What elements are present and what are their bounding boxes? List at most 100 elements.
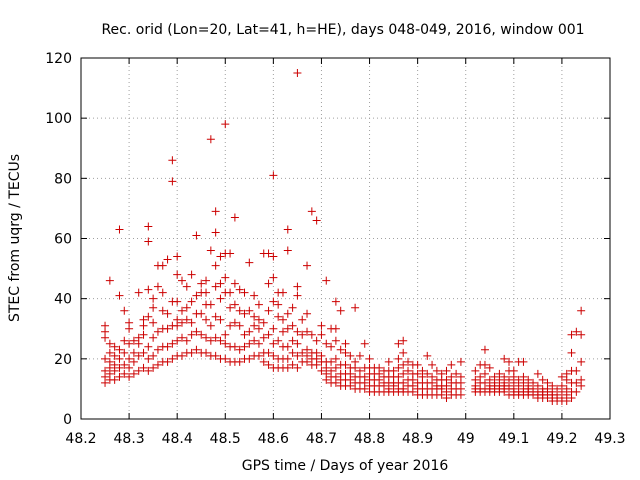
data-point	[125, 318, 134, 327]
data-point	[177, 276, 186, 285]
x-tick-label: 48.2	[65, 431, 96, 447]
data-point	[269, 339, 278, 348]
data-point	[221, 330, 230, 339]
data-point	[245, 339, 254, 348]
data-point	[187, 330, 196, 339]
data-point	[312, 336, 321, 345]
chart-title: Rec. orid (Lon=20, Lat=41, h=HE), days 0…	[101, 22, 584, 38]
x-tick-label: 48.4	[162, 431, 193, 447]
data-point	[139, 330, 148, 339]
data-point	[413, 369, 422, 378]
data-point	[230, 318, 239, 327]
data-point	[505, 357, 514, 366]
data-point	[182, 315, 191, 324]
x-tick-label: 49.2	[546, 431, 577, 447]
data-point	[307, 330, 316, 339]
data-point	[283, 342, 292, 351]
data-point	[206, 336, 215, 345]
data-point	[115, 354, 124, 363]
data-point	[346, 351, 355, 360]
data-point	[259, 357, 268, 366]
y-tick-label: 80	[54, 171, 72, 187]
data-point	[216, 315, 225, 324]
data-point	[500, 354, 509, 363]
data-point	[115, 345, 124, 354]
data-point	[182, 303, 191, 312]
x-tick-label: 48.8	[354, 431, 385, 447]
data-point	[480, 378, 489, 387]
data-point	[226, 288, 235, 297]
y-axis-label: STEC from uqrg / TECUs	[7, 154, 23, 322]
x-tick-label: 49.3	[594, 431, 625, 447]
data-point	[312, 348, 321, 357]
plot-frame	[80, 57, 611, 420]
data-point	[245, 306, 254, 315]
data-point	[197, 279, 206, 288]
data-point	[278, 315, 287, 324]
data-point	[173, 336, 182, 345]
data-point	[394, 354, 403, 363]
data-point	[533, 381, 542, 390]
data-point	[336, 345, 345, 354]
data-point	[360, 372, 369, 381]
data-point	[355, 351, 364, 360]
data-point	[577, 357, 586, 366]
data-point	[211, 312, 220, 321]
data-points	[101, 69, 586, 405]
data-point	[173, 297, 182, 306]
data-point	[177, 318, 186, 327]
data-point	[245, 354, 254, 363]
data-point	[322, 339, 331, 348]
data-point	[548, 381, 557, 390]
data-point	[187, 297, 196, 306]
x-tick-label: 48.7	[306, 431, 337, 447]
data-point	[250, 336, 259, 345]
data-point	[245, 327, 254, 336]
data-point	[490, 372, 499, 381]
x-tick-label: 49.1	[498, 431, 529, 447]
data-point	[264, 306, 273, 315]
data-point	[149, 333, 158, 342]
data-point	[254, 351, 263, 360]
data-point	[264, 249, 273, 258]
data-point	[129, 357, 138, 366]
data-point	[235, 357, 244, 366]
data-point	[168, 339, 177, 348]
data-point	[336, 306, 345, 315]
data-point	[331, 354, 340, 363]
data-point	[327, 366, 336, 375]
data-point	[312, 216, 321, 225]
data-point	[456, 372, 465, 381]
x-tick-label: 48.5	[210, 431, 241, 447]
data-point	[288, 321, 297, 330]
data-point	[129, 348, 138, 357]
data-point	[509, 366, 518, 375]
data-point	[423, 369, 432, 378]
data-point	[264, 360, 273, 369]
data-point	[293, 351, 302, 360]
data-point	[240, 288, 249, 297]
data-point	[168, 156, 177, 165]
data-point	[182, 282, 191, 291]
data-point	[365, 354, 374, 363]
data-point	[567, 330, 576, 339]
data-point	[505, 375, 514, 384]
data-point	[254, 324, 263, 333]
data-point	[567, 348, 576, 357]
data-point	[230, 279, 239, 288]
data-point	[187, 318, 196, 327]
data-point	[110, 375, 119, 384]
data-point	[187, 348, 196, 357]
data-point	[293, 291, 302, 300]
data-point	[471, 375, 480, 384]
data-point	[399, 378, 408, 387]
data-point	[125, 339, 134, 348]
y-tick-label: 120	[45, 51, 72, 67]
data-point	[206, 246, 215, 255]
data-point	[341, 360, 350, 369]
data-point	[293, 339, 302, 348]
data-point	[173, 270, 182, 279]
data-point	[153, 360, 162, 369]
data-point	[572, 327, 581, 336]
data-point	[327, 357, 336, 366]
